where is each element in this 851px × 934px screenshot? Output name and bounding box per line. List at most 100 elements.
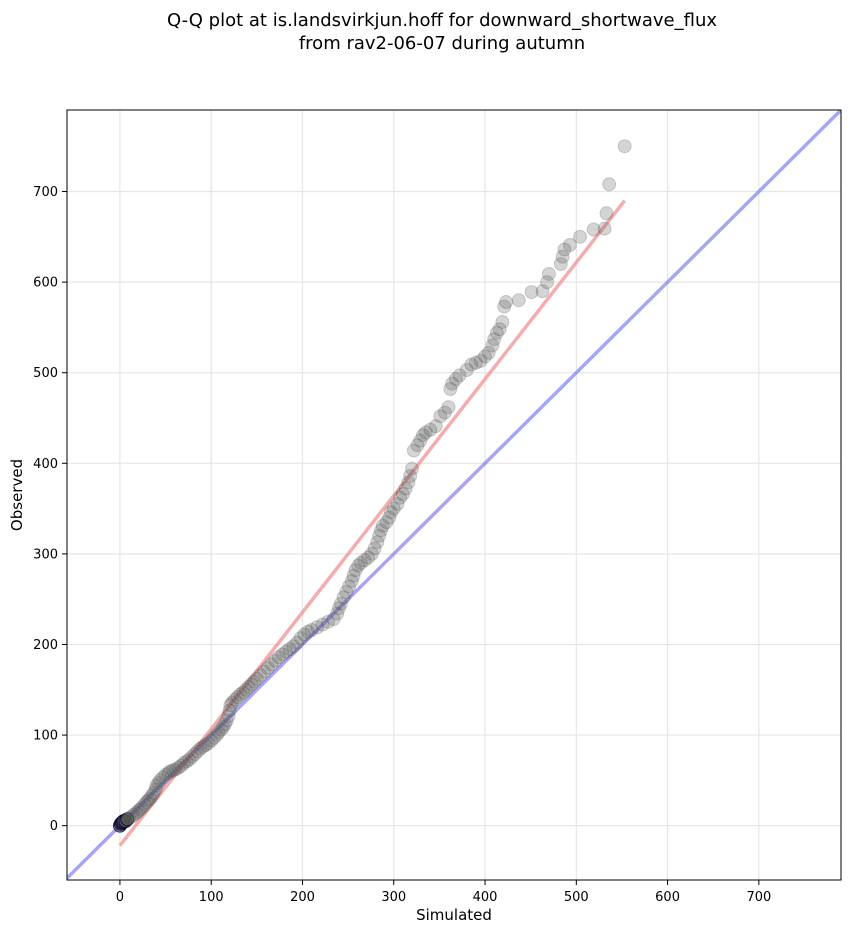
y-tick-label: 100 bbox=[33, 729, 58, 744]
x-tick-label: 500 bbox=[564, 890, 589, 905]
qq-point bbox=[346, 568, 361, 583]
qq-point bbox=[403, 468, 418, 483]
qq-point bbox=[481, 345, 496, 360]
qq-point bbox=[370, 535, 385, 550]
qq-point bbox=[373, 523, 388, 538]
qq-point bbox=[599, 206, 614, 221]
qq-point bbox=[223, 698, 238, 713]
qq-point bbox=[236, 685, 251, 700]
qq-point bbox=[342, 579, 357, 594]
qq-point bbox=[195, 739, 210, 754]
qq-point bbox=[124, 809, 139, 824]
qq-point bbox=[275, 647, 290, 662]
y-tick-label: 700 bbox=[33, 185, 58, 200]
qq-point bbox=[379, 515, 394, 530]
qq-point bbox=[489, 325, 504, 340]
qq-point bbox=[217, 717, 232, 732]
qq-point bbox=[282, 642, 297, 656]
qq-point bbox=[497, 299, 512, 314]
qq-point bbox=[487, 332, 502, 347]
qq-point bbox=[286, 639, 301, 654]
x-tick-label: 600 bbox=[655, 890, 680, 905]
qq-point bbox=[602, 177, 617, 192]
qq-point bbox=[241, 680, 256, 695]
qq-point bbox=[339, 584, 354, 599]
qq-point bbox=[398, 481, 413, 496]
qq-point bbox=[174, 758, 189, 773]
qq-point bbox=[586, 222, 601, 237]
y-tick-label: 300 bbox=[33, 547, 58, 562]
qq-point bbox=[187, 747, 202, 762]
qq-point bbox=[336, 590, 351, 605]
y-tick-label: 0 bbox=[50, 819, 58, 834]
qq-point bbox=[321, 614, 336, 629]
qq-point bbox=[214, 722, 229, 737]
qq-point bbox=[555, 249, 570, 264]
qq-point bbox=[233, 687, 248, 702]
plot-frame bbox=[66, 109, 842, 881]
qq-point bbox=[443, 382, 458, 397]
qq-point bbox=[473, 353, 488, 368]
qq-point bbox=[401, 475, 416, 490]
chart-title-line-1: Q-Q plot at is.landsvirkjun.hoff for dow… bbox=[167, 10, 717, 31]
qq-point bbox=[198, 738, 213, 753]
y-axis-label: Observed bbox=[8, 459, 26, 531]
qq-point bbox=[304, 622, 319, 637]
qq-point bbox=[163, 764, 178, 779]
qq-point bbox=[495, 314, 510, 329]
qq-point bbox=[155, 770, 170, 785]
qq-point bbox=[597, 221, 612, 236]
qq-point bbox=[176, 756, 191, 771]
qq-point bbox=[367, 541, 382, 556]
qq-point bbox=[264, 657, 279, 672]
qq-point bbox=[468, 355, 483, 370]
qq-point bbox=[485, 338, 500, 353]
x-tick-label: 0 bbox=[116, 890, 124, 905]
fit-line bbox=[118, 199, 627, 847]
grid-lines bbox=[67, 110, 841, 880]
qq-point bbox=[361, 550, 376, 565]
qq-point bbox=[171, 760, 186, 775]
qq-point bbox=[511, 293, 526, 308]
qq-point bbox=[353, 555, 368, 570]
qq-point bbox=[541, 266, 556, 281]
qq-point bbox=[221, 709, 236, 724]
qq-point bbox=[151, 776, 166, 791]
qq-point bbox=[415, 428, 430, 443]
qq-point bbox=[348, 563, 363, 578]
qq-point bbox=[216, 719, 231, 734]
qq-point bbox=[562, 237, 577, 252]
qq-point bbox=[122, 811, 137, 826]
qq-point bbox=[153, 773, 168, 788]
qq-point bbox=[406, 443, 421, 458]
chart-title-line-2: from rav2-06-07 during autumn bbox=[299, 33, 585, 54]
qq-point bbox=[351, 558, 366, 573]
qq-point bbox=[344, 574, 359, 589]
qq-point bbox=[326, 612, 341, 627]
qq-point bbox=[393, 490, 408, 505]
qq-point bbox=[459, 362, 474, 377]
qq-point bbox=[279, 644, 294, 659]
qq-point bbox=[219, 713, 234, 728]
qq-point bbox=[293, 631, 308, 646]
qq-point bbox=[190, 744, 205, 759]
qq-point bbox=[297, 627, 312, 642]
qq-point bbox=[222, 703, 237, 718]
qq-point bbox=[201, 736, 216, 751]
qq-point bbox=[134, 800, 149, 815]
qq-point bbox=[331, 601, 346, 616]
qq-point bbox=[204, 733, 219, 748]
qq-point bbox=[492, 322, 507, 337]
qq-point bbox=[158, 767, 173, 782]
qq-point bbox=[557, 242, 572, 257]
qq-point bbox=[445, 376, 460, 391]
qq-point bbox=[227, 692, 242, 707]
qq-point bbox=[161, 766, 176, 781]
qq-point bbox=[131, 804, 146, 819]
qq-point bbox=[418, 425, 433, 440]
qq-point bbox=[315, 617, 330, 632]
qq-point bbox=[211, 725, 226, 740]
qq-point bbox=[185, 749, 200, 764]
y-tick-label: 200 bbox=[33, 638, 58, 653]
qq-point bbox=[423, 422, 438, 437]
